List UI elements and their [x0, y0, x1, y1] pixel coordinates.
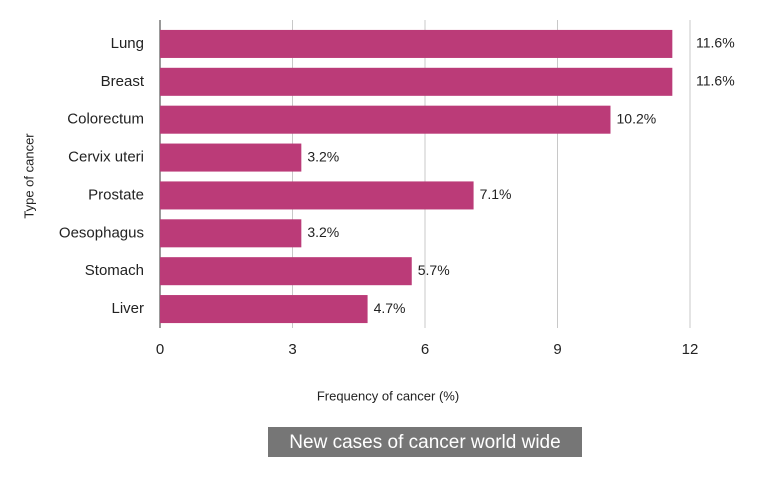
bar	[160, 29, 673, 58]
y-tick-label: Lung	[111, 35, 144, 52]
x-tick-label: 12	[682, 341, 699, 358]
y-tick-label: Colorectum	[67, 111, 144, 128]
y-tick-label: Stomach	[85, 262, 144, 279]
x-tick-label: 6	[421, 341, 429, 358]
x-tick-label: 9	[553, 341, 561, 358]
y-axis-label: Type of cancer	[21, 133, 36, 219]
chart-title: New cases of cancer world wide	[289, 432, 560, 453]
y-tick-label: Prostate	[88, 186, 144, 203]
value-label: 4.7%	[374, 300, 406, 316]
x-axis-label: Frequency of cancer (%)	[317, 388, 459, 403]
y-tick-label: Breast	[101, 73, 145, 90]
value-label: 3.2%	[307, 224, 339, 240]
bar	[160, 67, 673, 96]
bar	[160, 181, 474, 210]
y-tick-label: Liver	[111, 300, 144, 317]
x-tick-label: 3	[288, 341, 296, 358]
title-box	[268, 427, 582, 457]
value-label: 10.2%	[617, 110, 657, 126]
bar	[160, 295, 368, 324]
value-label: 3.2%	[307, 148, 339, 164]
value-label: 5.7%	[418, 262, 450, 278]
value-label: 11.6%	[696, 35, 735, 51]
value-label: 7.1%	[480, 186, 512, 202]
y-tick-label: Cervix uteri	[68, 149, 144, 166]
value-label: 11.6%	[696, 73, 735, 89]
bar	[160, 105, 611, 134]
bar	[160, 143, 302, 172]
bar	[160, 219, 302, 248]
y-tick-label: Oesophagus	[59, 224, 144, 241]
bar	[160, 257, 412, 286]
x-tick-label: 0	[156, 341, 164, 358]
